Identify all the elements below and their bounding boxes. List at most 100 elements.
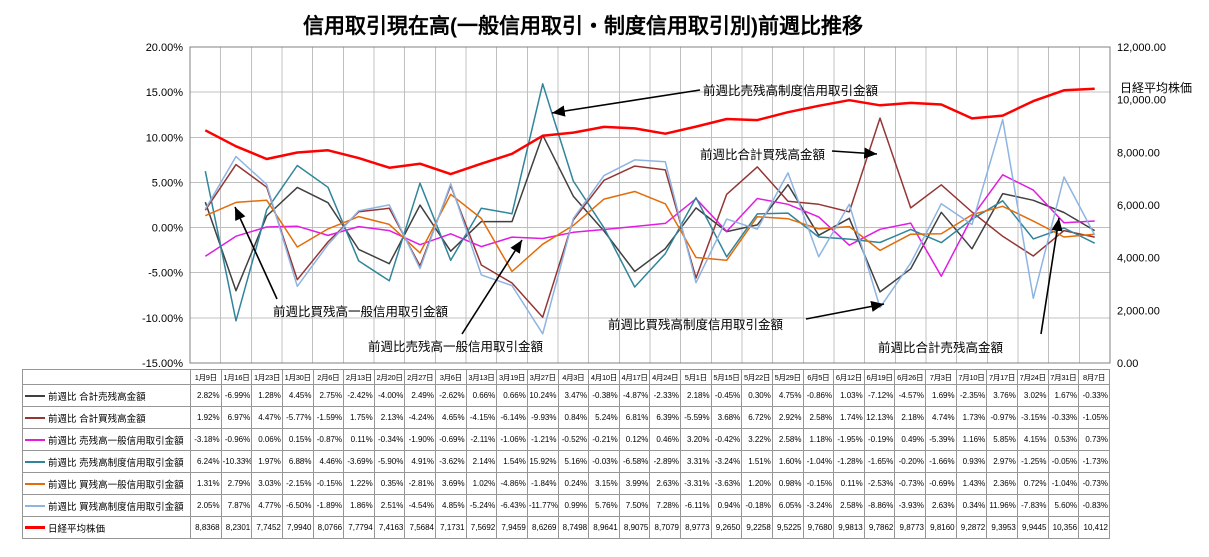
annotation-sell-seido-label: 前週比売残高制度信用取引金額 (703, 84, 879, 98)
value-cell: -1.05% (1078, 406, 1110, 429)
svg-text:-10.00%: -10.00% (142, 313, 183, 325)
series-label: 前週比 買残高一般信用取引金額 (48, 479, 184, 491)
value-cell: 2.18% (894, 406, 926, 429)
value-cell: 1.69% (925, 384, 957, 407)
value-cell: -0.87% (312, 428, 345, 451)
value-cell: -8.86% (863, 494, 896, 517)
value-cell: 1.03% (833, 384, 865, 407)
series-label: 前週比 売残高一般信用取引金額 (48, 435, 184, 447)
value-cell: -1.73% (1078, 450, 1110, 473)
svg-text:12,000.00: 12,000.00 (1117, 42, 1166, 54)
value-cell: 4.45% (281, 384, 314, 407)
value-cell: 9,5225 (771, 516, 804, 539)
date-header-cell: 1月23日 (251, 369, 283, 385)
value-cell: 1.43% (955, 472, 988, 495)
value-cell: -4.00% (373, 384, 406, 407)
value-cell: -0.05% (1047, 450, 1080, 473)
value-cell: 0.49% (894, 428, 926, 451)
value-cell: -3.31% (680, 472, 712, 495)
date-header-row: 1月9日 1月16日 1月23日 1月30日 2月6日 2月13日 2月20日 2月27日 3月… (22, 369, 1110, 385)
value-cell: 2.58% (771, 428, 804, 451)
value-cell: 0.46% (649, 428, 681, 451)
value-cell: -6.99% (220, 384, 253, 407)
value-cell: 10.24% (526, 384, 559, 407)
value-cell: 1.74% (833, 406, 865, 429)
value-cell: -0.15% (312, 472, 345, 495)
value-cell: -11.77% (526, 494, 559, 517)
legend-cell: 前週比 売残高制度信用取引金額 (22, 450, 191, 473)
value-cell: 8,7079 (649, 516, 681, 539)
value-cell: -4.24% (404, 406, 436, 429)
value-cell: 5.76% (588, 494, 620, 517)
value-cell: 2.58% (802, 406, 835, 429)
legend-cell: 前週比 合計売残高金額 (22, 384, 191, 407)
value-cell: -2.33% (649, 384, 681, 407)
legend-cell: 前週比 買残高制度信用取引金額 (22, 494, 191, 517)
value-cell: 7,4163 (373, 516, 406, 539)
value-cell: 11.96% (986, 494, 1018, 517)
table-row: 前週比 売残高一般信用取引金額 -3.18% -0.96% 0.06% 0.15% -0.… (22, 428, 1110, 451)
value-cell: 1.67% (1047, 384, 1080, 407)
value-cell: 0.93% (955, 450, 988, 473)
value-cell: 0.72% (1016, 472, 1049, 495)
value-cell: 0.99% (557, 494, 590, 517)
series-label: 前週比 売残高制度信用取引金額 (48, 457, 184, 469)
date-header-cell: 3月6日 (435, 369, 467, 385)
value-cell: 2.97% (986, 450, 1018, 473)
value-cell: -3.15% (1016, 406, 1049, 429)
value-cell: 9,9813 (833, 516, 865, 539)
value-cell: -1.65% (863, 450, 896, 473)
value-cell: 4.15% (1016, 428, 1049, 451)
value-cell: -6.50% (281, 494, 314, 517)
value-cell: 0.66% (496, 384, 528, 407)
value-cell: -0.33% (1047, 406, 1080, 429)
legend-corner-cell (22, 369, 191, 385)
value-cell: 8,0766 (312, 516, 345, 539)
value-cell: 7.50% (618, 494, 651, 517)
date-header-cell: 5月15日 (710, 369, 743, 385)
value-cell: -7.83% (1016, 494, 1049, 517)
date-header-cell: 4月24日 (649, 369, 681, 385)
value-cell: 2.14% (465, 450, 498, 473)
value-cell: 0.06% (251, 428, 283, 451)
value-cell: -3.18% (190, 428, 222, 451)
value-cell: 0.73% (1078, 428, 1110, 451)
value-cell: 2.18% (680, 384, 712, 407)
value-cell: 1.97% (251, 450, 283, 473)
annotation-sell-general-label: 前週比売残高一般信用取引金額 (368, 340, 544, 354)
value-cell: 6.39% (649, 406, 681, 429)
series-label: 前週比 合計買残高金額 (48, 413, 146, 425)
value-cell: -1.95% (833, 428, 865, 451)
value-cell: -2.89% (649, 450, 681, 473)
value-cell: 5.60% (1047, 494, 1080, 517)
value-cell: 7,5692 (465, 516, 498, 539)
value-cell: 1.60% (771, 450, 804, 473)
value-cell: -1.89% (312, 494, 345, 517)
value-cell: 3.03% (251, 472, 283, 495)
value-cell: 8,2301 (220, 516, 253, 539)
date-header-cell: 4月17日 (618, 369, 651, 385)
value-cell: 8,7498 (557, 516, 590, 539)
value-cell: 1.92% (190, 406, 222, 429)
value-cell: -0.03% (588, 450, 620, 473)
value-cell: 0.12% (618, 428, 651, 451)
svg-text:2,000.00: 2,000.00 (1117, 305, 1160, 317)
right-axis-title: 日経平均株価 (1120, 81, 1193, 95)
series-line-key-icon (25, 460, 45, 463)
value-cell: 6.88% (281, 450, 314, 473)
series-label: 前週比 合計売残高金額 (48, 391, 146, 403)
annotation-buy-general-label: 前週比買残高一般信用取引金額 (273, 305, 449, 319)
value-cell: 0.30% (741, 384, 773, 407)
value-cell: 9,2650 (710, 516, 743, 539)
date-header-cell: 6月5日 (802, 369, 835, 385)
value-cell: 1.31% (190, 472, 222, 495)
value-cell: 4.91% (404, 450, 436, 473)
value-cell: -5.77% (281, 406, 314, 429)
svg-text:4,000.00: 4,000.00 (1117, 253, 1160, 265)
value-cell: -0.15% (802, 472, 835, 495)
value-cell: 8,6269 (526, 516, 559, 539)
value-cell: -1.06% (496, 428, 528, 451)
value-cell: 3.68% (710, 406, 743, 429)
value-cell: -1.28% (833, 450, 865, 473)
value-cell: -3.24% (802, 494, 835, 517)
